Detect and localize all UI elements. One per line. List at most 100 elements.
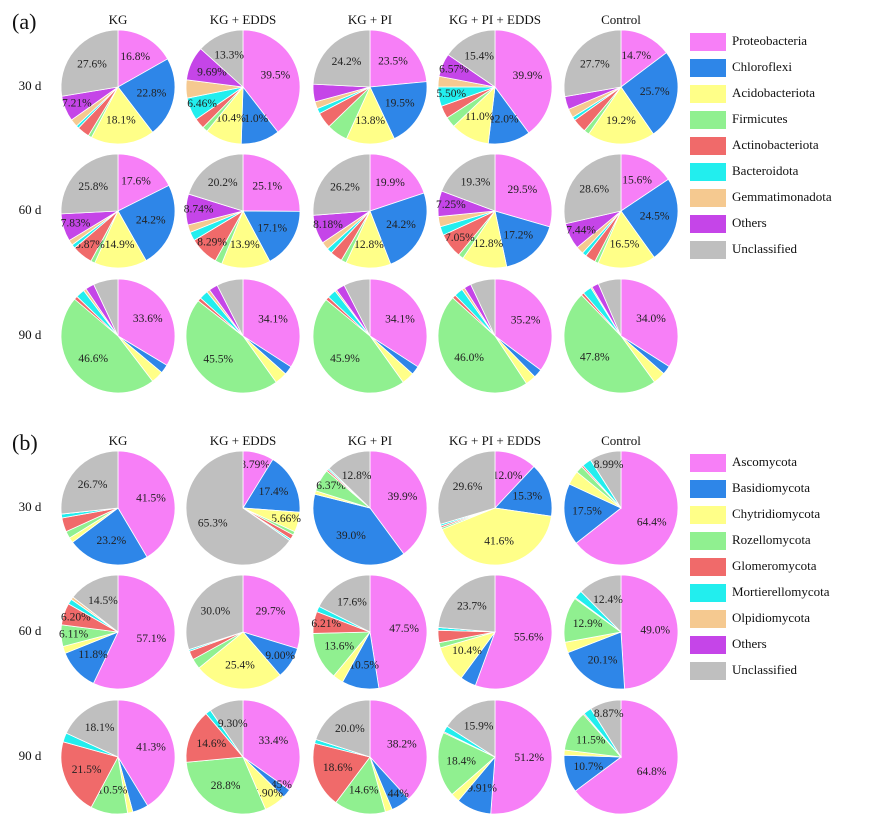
slice-label: 39.5% bbox=[260, 70, 290, 82]
legend-swatch bbox=[690, 662, 726, 680]
pie-slice bbox=[494, 29, 553, 134]
legend-label: Bacteroidota bbox=[732, 163, 799, 178]
slice-label: 12.4% bbox=[593, 594, 623, 606]
pie-slice bbox=[563, 153, 622, 225]
slice-label: 22.8% bbox=[137, 87, 167, 99]
slice-label: 11.8% bbox=[78, 649, 108, 661]
slice-label: 7.44% bbox=[566, 224, 596, 236]
slice-label: 23.2% bbox=[97, 535, 127, 547]
slice-label: 41.3% bbox=[136, 741, 166, 753]
pie-slice bbox=[437, 732, 496, 795]
slice-label: 34.1% bbox=[258, 313, 288, 325]
column-title: KG + PI + EDDS bbox=[449, 12, 541, 27]
pie-slice bbox=[60, 450, 119, 515]
pie-slice bbox=[242, 699, 301, 791]
pie-slice bbox=[369, 699, 428, 800]
slice-label: 6.20% bbox=[61, 612, 91, 624]
slice-label: 47.8% bbox=[580, 352, 610, 364]
legend-swatch bbox=[690, 584, 726, 602]
legend-swatch bbox=[690, 636, 726, 654]
pie-slice bbox=[474, 574, 553, 690]
pie-slice bbox=[490, 699, 553, 815]
row-label: 60 d bbox=[19, 202, 42, 217]
legend-swatch bbox=[690, 59, 726, 77]
pie-slice bbox=[328, 450, 371, 509]
slice-label: 13.8% bbox=[355, 115, 385, 127]
slice-label: 55.6% bbox=[514, 632, 544, 644]
column-title: KG bbox=[109, 12, 128, 27]
legend-label: Gemmatimonadota bbox=[732, 189, 832, 204]
slice-label: 12.0% bbox=[489, 114, 519, 126]
slice-label: 25.8% bbox=[78, 181, 108, 193]
row-label: 90 d bbox=[19, 748, 42, 763]
slice-label: 19.9% bbox=[375, 177, 405, 189]
slice-label: 29.5% bbox=[507, 184, 537, 196]
slice-label: 20.1% bbox=[588, 654, 618, 666]
slice-label: 57.1% bbox=[136, 633, 166, 645]
slice-label: 11.0% bbox=[465, 111, 495, 123]
slice-label: 24.5% bbox=[640, 211, 670, 223]
slice-label: 9.00% bbox=[265, 650, 295, 662]
pie-slice bbox=[117, 450, 176, 558]
legend-swatch bbox=[690, 454, 726, 472]
row-label: 90 d bbox=[19, 327, 42, 342]
legend-label: Proteobacteria bbox=[732, 33, 807, 48]
pie-slice bbox=[369, 574, 428, 689]
slice-label: 16.5% bbox=[610, 239, 640, 251]
pie-slice bbox=[597, 278, 622, 337]
slice-label: 6.37% bbox=[316, 480, 346, 492]
pie-slice bbox=[185, 713, 244, 763]
pie-slice bbox=[200, 29, 244, 88]
row-label: 30 d bbox=[19, 78, 42, 93]
pie-slice bbox=[369, 192, 428, 265]
slice-label: 47.5% bbox=[389, 623, 419, 635]
column-title: KG + EDDS bbox=[210, 12, 277, 27]
slice-label: 38.2% bbox=[387, 738, 417, 750]
slice-label: 20.0% bbox=[335, 723, 365, 735]
slice-label: 13.3% bbox=[214, 49, 244, 61]
slice-label: 29.7% bbox=[256, 605, 286, 617]
pie-slice bbox=[117, 29, 169, 88]
legend-label: Basidiomycota bbox=[732, 480, 810, 495]
slice-label: 30.0% bbox=[200, 606, 230, 618]
slice-label: 9.30% bbox=[218, 718, 248, 730]
pie-slice bbox=[447, 29, 496, 88]
pie-slice bbox=[312, 153, 371, 216]
legend-label: Chloroflexi bbox=[732, 59, 792, 74]
panel-label: (b) bbox=[12, 430, 38, 455]
panel-label: (a) bbox=[12, 9, 36, 34]
slice-label: 19.5% bbox=[385, 98, 415, 110]
pie-slice bbox=[242, 153, 301, 212]
pie-slice bbox=[93, 278, 119, 337]
pie-slice bbox=[242, 210, 301, 262]
slice-label: 27.6% bbox=[77, 59, 107, 71]
slice-label: 7.05% bbox=[445, 232, 475, 244]
legend-label: Unclassified bbox=[732, 241, 797, 256]
slice-label: 15.3% bbox=[512, 490, 542, 502]
pie-slice bbox=[60, 153, 119, 215]
pie-slice bbox=[312, 299, 404, 394]
slice-label: 64.4% bbox=[637, 517, 667, 529]
slice-label: 17.4% bbox=[259, 486, 289, 498]
slice-label: 8.87% bbox=[594, 708, 624, 720]
slice-label: 8.18% bbox=[313, 219, 343, 231]
slice-label: 17.6% bbox=[121, 176, 151, 188]
legend-label: Mortierellomycota bbox=[732, 584, 830, 599]
slice-label: 41.5% bbox=[136, 493, 166, 505]
pie-slice bbox=[369, 81, 428, 140]
pie-slice bbox=[437, 574, 496, 633]
slice-label: 26.7% bbox=[78, 479, 108, 491]
column-title: Control bbox=[601, 12, 641, 27]
column-title: KG + PI + EDDS bbox=[449, 433, 541, 448]
slice-label: 6.11% bbox=[59, 629, 89, 641]
slice-label: 18.1% bbox=[106, 115, 136, 127]
pie-slice bbox=[209, 699, 244, 759]
legend-swatch bbox=[690, 111, 726, 129]
pie-slice bbox=[117, 58, 176, 133]
slice-label: 27.7% bbox=[580, 59, 610, 71]
column-title: Control bbox=[601, 433, 641, 448]
legend-swatch bbox=[690, 189, 726, 207]
slice-label: 13.6% bbox=[324, 641, 354, 653]
slice-label: 11.5% bbox=[576, 735, 606, 747]
